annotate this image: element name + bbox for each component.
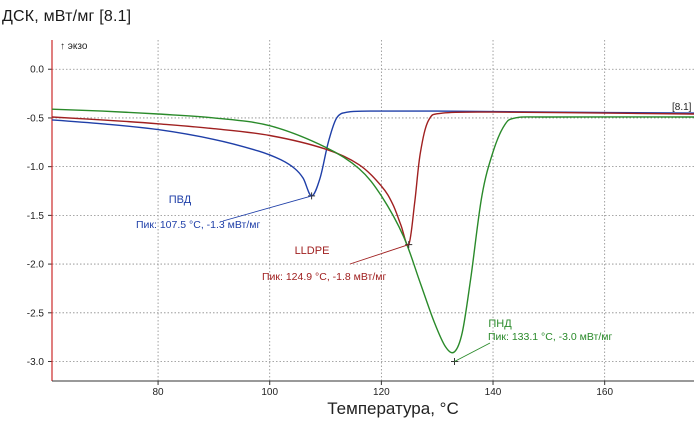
y-tick-label: -3.0 xyxy=(27,357,45,368)
grid-layer xyxy=(52,40,694,381)
y-tick-label: -1.0 xyxy=(27,162,45,173)
y-tick-label: 0.0 xyxy=(30,65,44,76)
curve-marker-label: [8.1] xyxy=(672,102,692,113)
series-name-label: ПНД xyxy=(488,318,512,330)
peak-leader-line xyxy=(222,195,312,222)
series-name-label: ПВД xyxy=(169,194,192,206)
exo-direction-label: ↑ экзо xyxy=(60,41,88,52)
annotation-layer: ПВД Пик: 107.5 °C, -1.3 мВт/мг LLDPE Пик: 1… xyxy=(136,192,612,366)
axis-layer: 0.0 -0.5 -1.0 -1.5 -2.0 -2.5 -3.0 80 100 120 140 16… xyxy=(27,40,694,418)
peak-value-label: Пик: 133.1 °C, -3.0 мВт/мг xyxy=(488,331,612,343)
peak-value-label: Пик: 124.9 °C, -1.8 мВт/мг xyxy=(262,271,386,283)
series-line-ПВД xyxy=(51,110,695,197)
x-tick-label: 80 xyxy=(153,387,165,398)
peak-annotation-LLDPE: LLDPE Пик: 124.9 °C, -1.8 мВт/мг xyxy=(262,241,413,283)
y-tick-label: -0.5 xyxy=(27,113,45,124)
series-line-ПНД xyxy=(51,108,695,354)
x-axis-title: Температура, °C xyxy=(327,399,458,418)
series-layer xyxy=(51,108,695,354)
peak-value-label: Пик: 107.5 °C, -1.3 мВт/мг xyxy=(136,219,260,231)
peak-leader-line xyxy=(454,342,491,362)
y-tick-label: -2.5 xyxy=(27,308,45,319)
series-name-label: LLDPE xyxy=(295,245,330,257)
series-line-LLDPE xyxy=(51,111,695,246)
chart-title: ДСК, мВт/мг [8.1] xyxy=(2,8,132,25)
y-tick-label: -1.5 xyxy=(27,211,45,222)
x-tick-label: 120 xyxy=(373,387,390,398)
y-tick-label: -2.0 xyxy=(27,260,45,271)
x-tick-label: 160 xyxy=(596,387,613,398)
peak-leader-line xyxy=(349,244,409,265)
x-tick-label: 100 xyxy=(261,387,278,398)
peak-annotation-ПВД: ПВД Пик: 107.5 °C, -1.3 мВт/мг xyxy=(136,192,316,231)
x-tick-label: 140 xyxy=(485,387,502,398)
